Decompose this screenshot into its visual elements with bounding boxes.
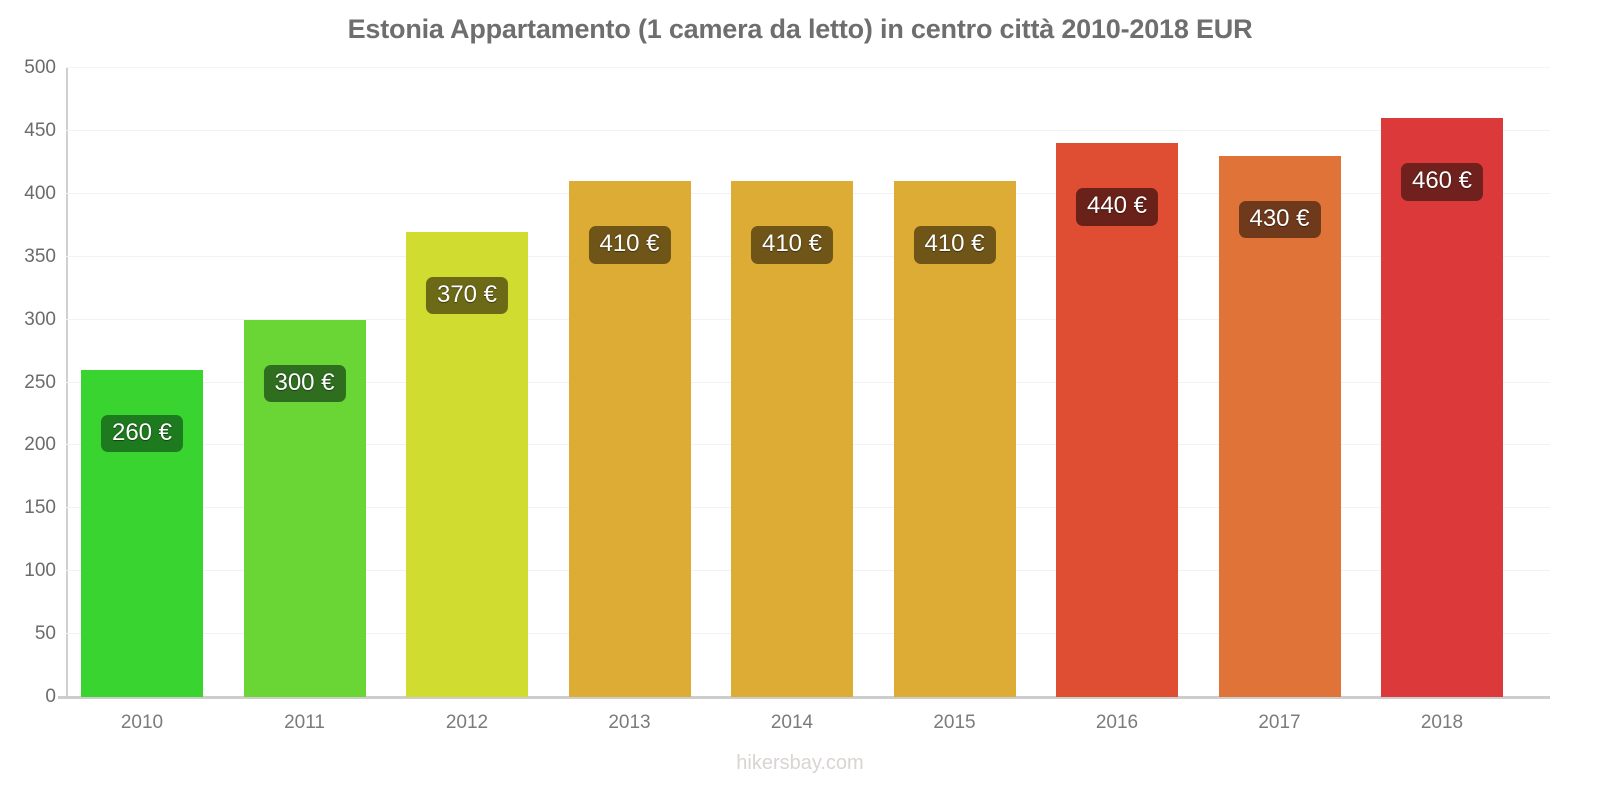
bar-value-label: 410 € — [913, 226, 996, 264]
x-axis-tick-label: 2016 — [1095, 712, 1139, 733]
y-axis-tick-label: 150 — [24, 497, 56, 519]
x-axis-tick-label: 2015 — [933, 712, 976, 733]
bar[interactable]: 410 € — [893, 181, 1016, 697]
x-axis-tick-label: 2010 — [120, 712, 164, 733]
y-axis-tick-label: 500 — [24, 57, 56, 78]
bar-value-label: 370 € — [425, 276, 509, 314]
bar[interactable]: 260 € — [81, 369, 203, 697]
bar[interactable]: 460 € — [1381, 118, 1503, 697]
y-axis-tick-label: 300 — [24, 308, 56, 330]
bar-rect — [1056, 143, 1178, 697]
bar-rect — [1218, 156, 1341, 697]
bar-value-label: 410 € — [588, 226, 671, 264]
bar-rect — [731, 181, 853, 697]
y-axis-tick-label: 350 — [24, 245, 56, 267]
x-axis-tick-label: 2018 — [1420, 712, 1464, 733]
y-axis-tick-label: 0 — [45, 686, 56, 707]
bar-value-label: 460 € — [1400, 163, 1484, 201]
y-axis-tick-label: 400 — [24, 182, 56, 204]
x-axis-tick-label: 2013 — [608, 712, 651, 733]
bar[interactable]: 410 € — [731, 181, 853, 697]
y-axis-tick-label: 100 — [24, 560, 56, 582]
bar-rect — [1381, 118, 1503, 697]
y-axis-tick-label: 250 — [24, 371, 56, 393]
plot-area: 260 € 300 € 370 € 410 € 410 € 410 € 440 € 430 €… — [66, 67, 1550, 697]
y-axis-line — [66, 68, 68, 698]
bar[interactable]: 300 € — [243, 319, 366, 697]
bar[interactable]: 370 € — [406, 231, 528, 697]
bar-rect — [893, 181, 1016, 697]
bar[interactable]: 430 € — [1218, 156, 1341, 697]
gridline — [66, 129, 1550, 131]
bar-value-label: 440 € — [1075, 188, 1159, 226]
footer-credit: hikersbay.com — [736, 752, 864, 774]
x-axis-tick-label: 2011 — [284, 712, 325, 733]
bar-value-label: 260 € — [100, 414, 184, 453]
x-axis-tick-label: 2012 — [445, 712, 489, 733]
gridline — [66, 67, 1550, 68]
bar-value-label: 430 € — [1238, 201, 1321, 239]
bar-rect — [568, 181, 691, 697]
bar-value-label: 300 € — [263, 364, 346, 402]
bar-value-label: 410 € — [750, 226, 834, 264]
bar[interactable]: 410 € — [568, 181, 691, 697]
x-axis-tick-label: 2017 — [1258, 712, 1301, 733]
chart-title: Estonia Appartamento (1 camera da letto)… — [347, 14, 1253, 44]
y-axis-tick-label: 450 — [24, 119, 56, 141]
x-axis-line — [58, 696, 1550, 699]
x-axis-tick-label: 2014 — [770, 712, 814, 733]
y-axis-tick-label: 200 — [24, 434, 56, 456]
bar[interactable]: 440 € — [1056, 143, 1178, 697]
y-axis-tick-label: 50 — [34, 623, 56, 645]
